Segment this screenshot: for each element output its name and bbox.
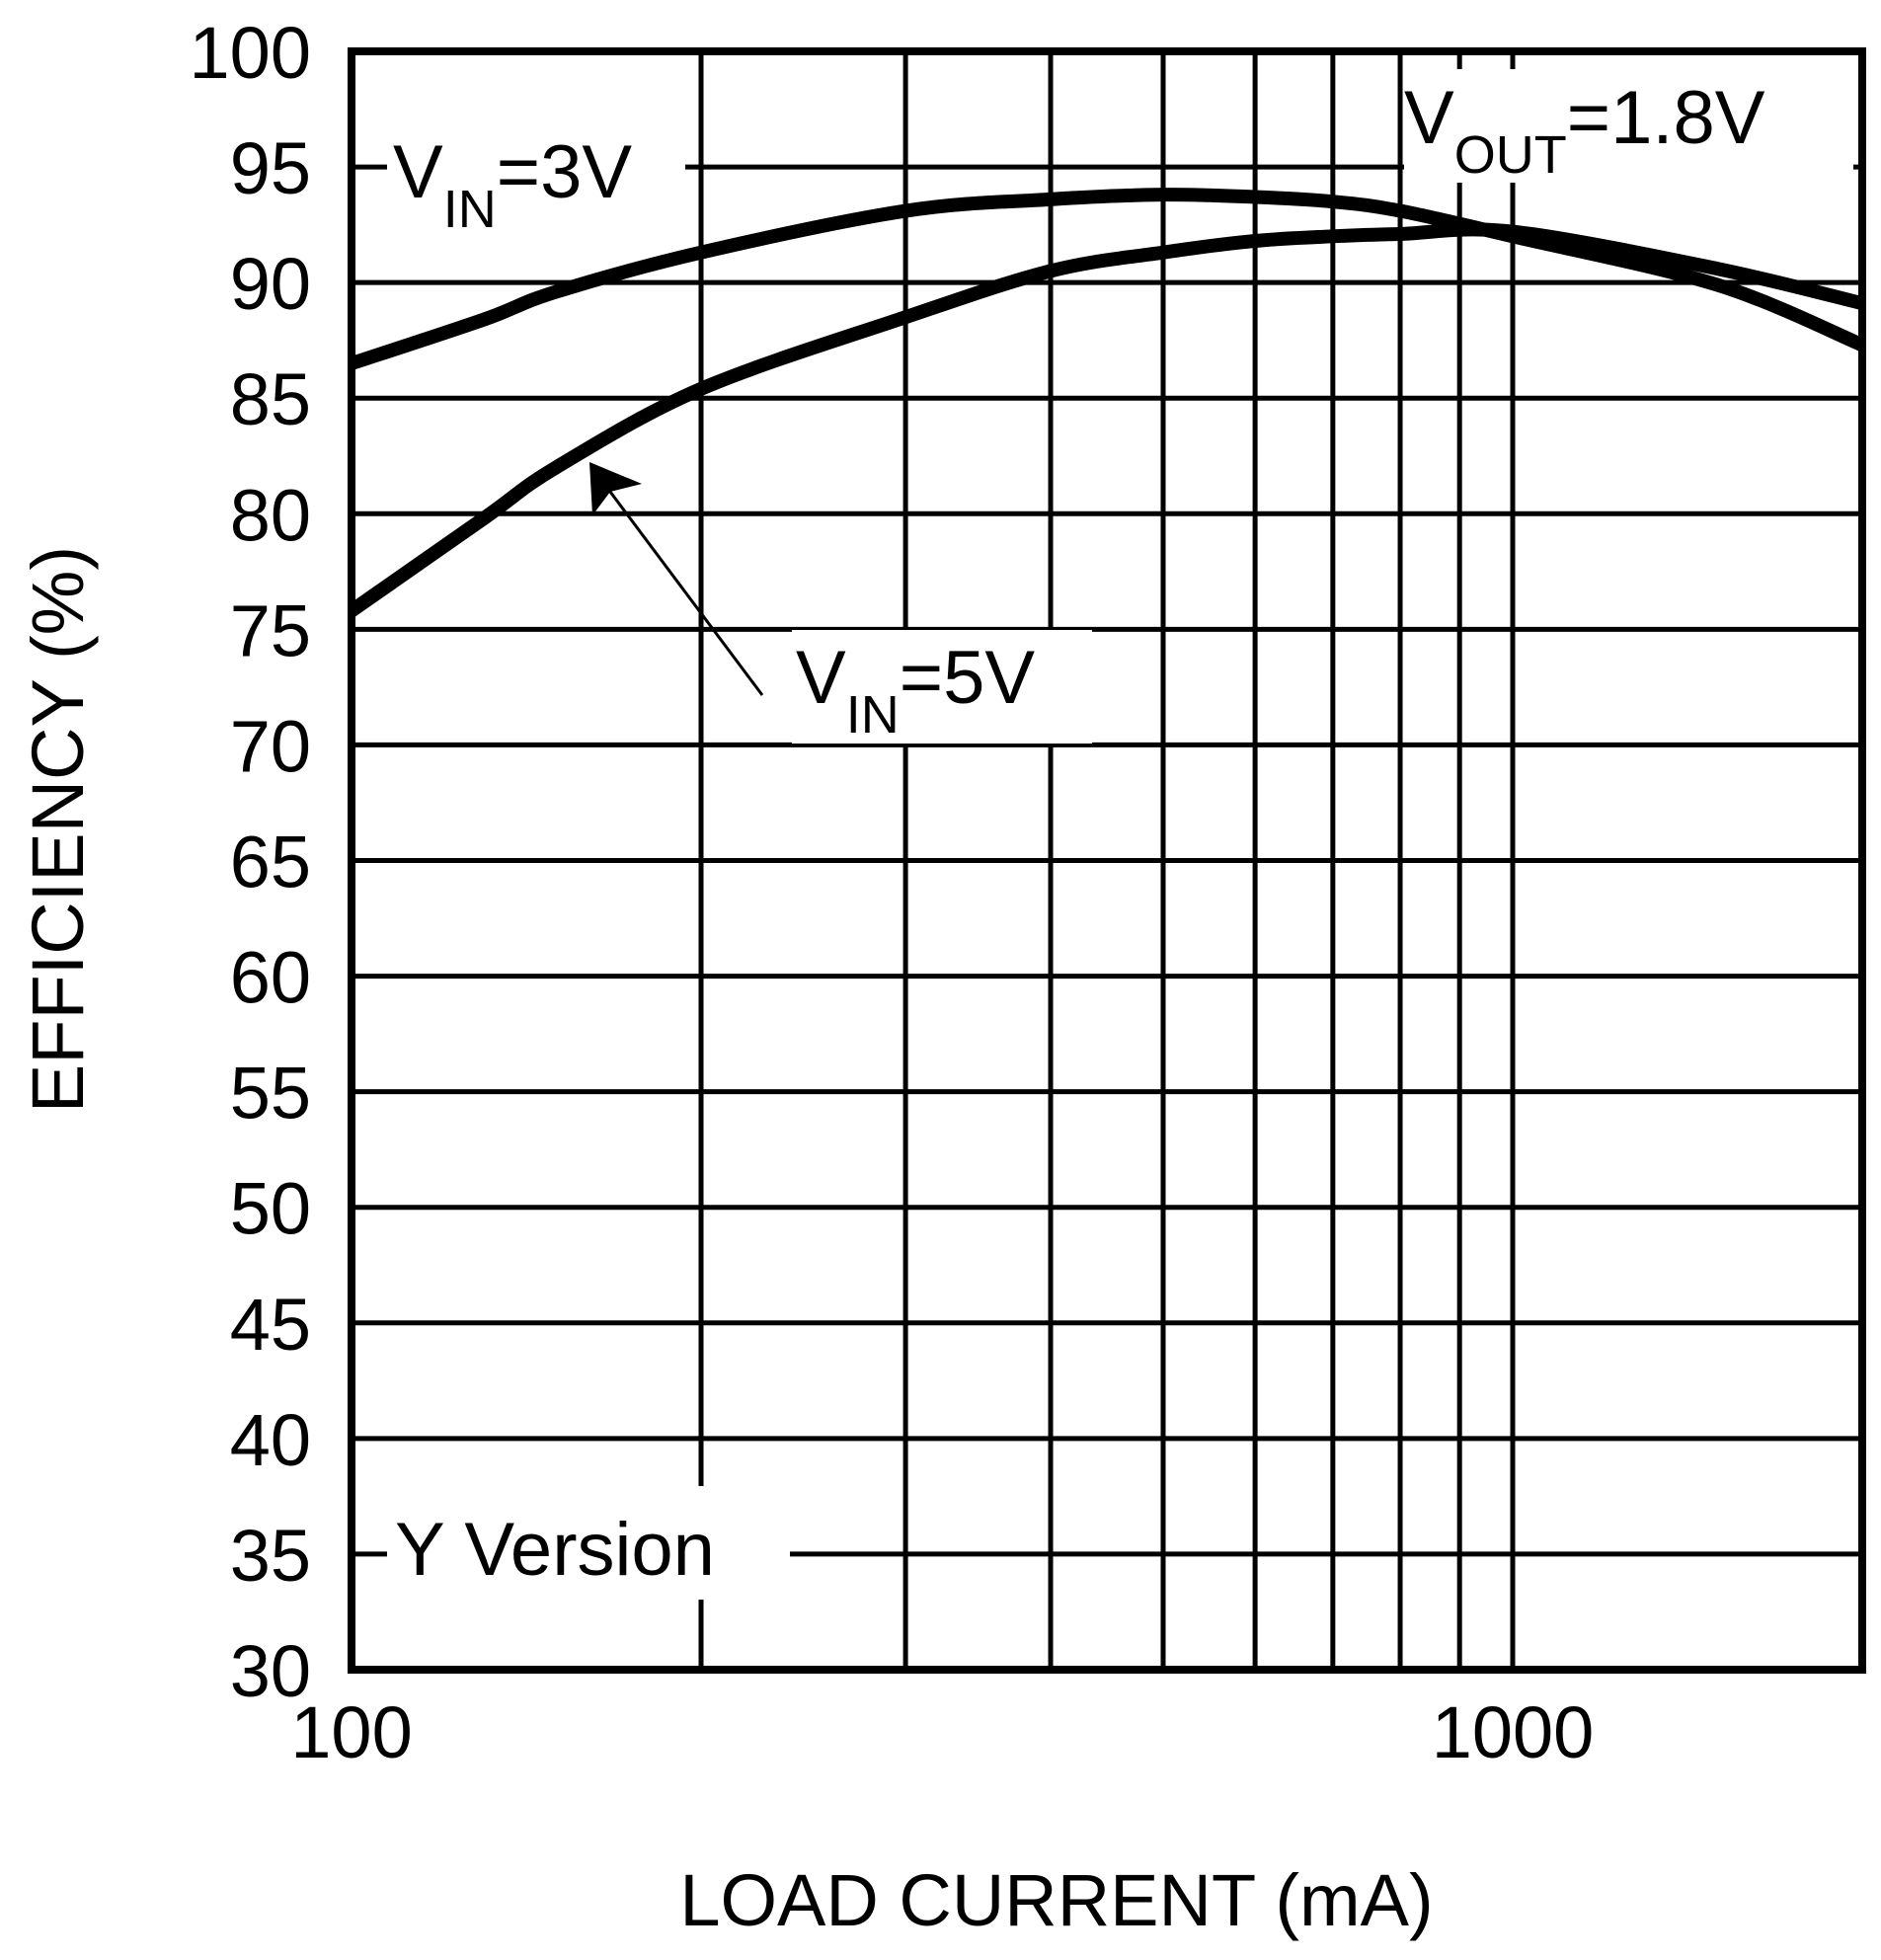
arrow-icon [589, 462, 764, 696]
y-tick-label: 80 [230, 474, 311, 556]
x-axis-ticks: 100 1000 [290, 1691, 1594, 1773]
y-tick-label: 100 [190, 12, 311, 94]
vin5-label: VIN=5V [796, 636, 1035, 745]
y-tick-label: 70 [230, 705, 311, 787]
y-tick-label: 75 [230, 589, 311, 671]
series-line-vin-3v [349, 188, 1865, 370]
y-tick-label: 90 [230, 243, 311, 325]
data-curves [347, 188, 1865, 617]
vin3-label-bg [387, 109, 685, 237]
x-tick-label: 1000 [1432, 1691, 1595, 1773]
x-tick-label: 100 [290, 1691, 412, 1773]
grid-lines [352, 51, 1862, 1670]
y-tick-label: 65 [230, 822, 311, 903]
vin5-label-bg [792, 630, 1092, 744]
y-tick-label: 40 [230, 1399, 311, 1481]
y-axis-ticks: 100 95 90 85 80 75 70 65 60 55 50 45 40 35 30 [190, 12, 311, 1712]
vin3-label: VIN=3V [393, 130, 632, 239]
version-label-bg [387, 1486, 790, 1600]
y-tick-label: 55 [230, 1053, 311, 1135]
y-tick-label: 85 [230, 358, 311, 440]
plot-frame [348, 47, 1866, 1674]
y-tick-label: 60 [230, 937, 311, 1019]
vout-label: VOUT=1.8V [1404, 76, 1765, 185]
version-label: Y Version [395, 1508, 715, 1592]
y-tick-label: 95 [230, 127, 311, 209]
y-tick-label: 50 [230, 1168, 311, 1250]
y-axis-label: EFFICIENCY (%) [17, 546, 99, 1113]
y-tick-label: 35 [230, 1515, 311, 1597]
x-axis-label: LOAD CURRENT (mA) [679, 1859, 1433, 1941]
y-tick-label: 30 [230, 1630, 311, 1712]
vout-label-bg [1404, 69, 1853, 183]
y-tick-label: 45 [230, 1284, 311, 1366]
series-line-vin-5v [347, 222, 1864, 617]
